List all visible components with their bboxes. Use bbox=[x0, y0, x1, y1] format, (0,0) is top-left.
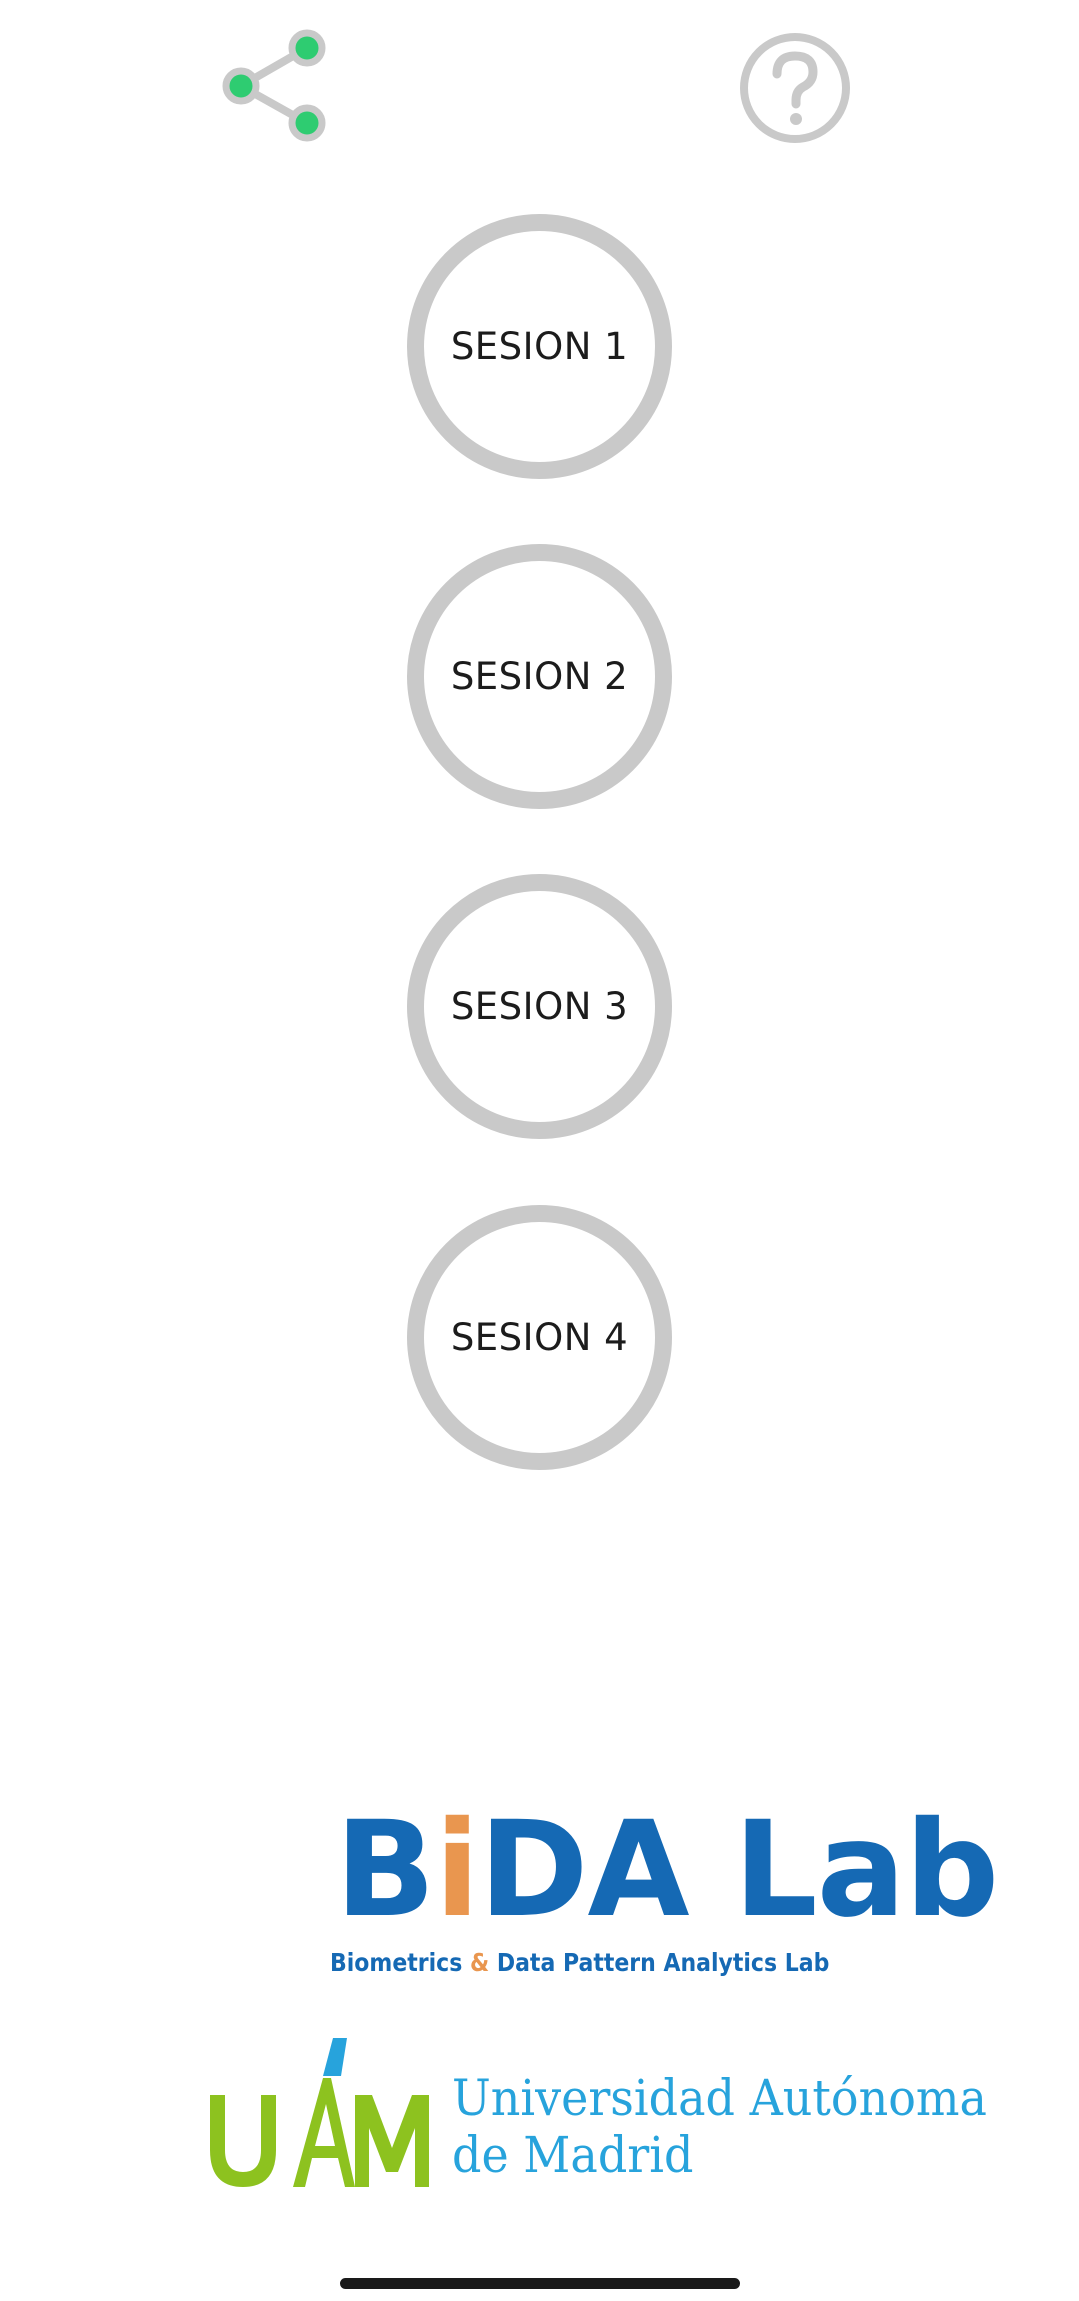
uam-name-line1: Universidad Autónoma bbox=[452, 2069, 987, 2127]
uam-logo: Universidad Autónoma de Madrid bbox=[205, 2030, 987, 2190]
question-mark-icon bbox=[740, 33, 850, 143]
session-2-button[interactable]: SESION 2 bbox=[407, 544, 672, 809]
uam-mark bbox=[210, 2038, 429, 2187]
share-icon bbox=[222, 29, 326, 142]
session-1-label: SESION 1 bbox=[450, 325, 629, 368]
share-button[interactable] bbox=[222, 28, 342, 148]
session-3-label: SESION 3 bbox=[450, 985, 629, 1028]
home-indicator[interactable] bbox=[340, 2278, 740, 2289]
bida-lab-title: BiDA Lab bbox=[335, 1793, 999, 1947]
uam-name: Universidad Autónoma de Madrid bbox=[452, 2070, 987, 2184]
help-button[interactable] bbox=[737, 30, 853, 146]
session-4-label: SESION 4 bbox=[450, 1316, 629, 1359]
session-3-button[interactable]: SESION 3 bbox=[407, 874, 672, 1139]
bida-lab-logo: BiDA Lab Biometrics & Data Pattern Analy… bbox=[325, 1800, 999, 1985]
session-2-label: SESION 2 bbox=[450, 655, 629, 698]
bida-lab-subtitle: Biometrics & Data Pattern Analytics Lab bbox=[330, 1948, 830, 1977]
session-1-button[interactable]: SESION 1 bbox=[407, 214, 672, 479]
uam-name-line2: de Madrid bbox=[452, 2126, 694, 2184]
session-4-button[interactable]: SESION 4 bbox=[407, 1205, 672, 1470]
